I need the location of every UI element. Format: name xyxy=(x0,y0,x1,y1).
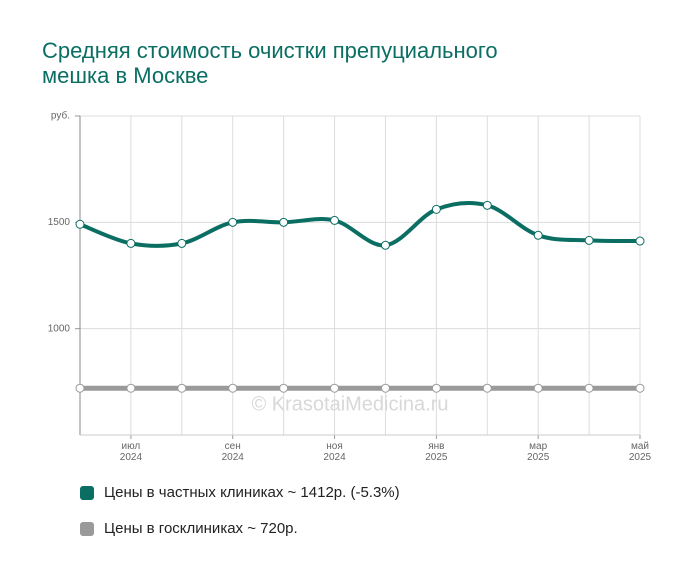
data-point xyxy=(75,383,85,393)
legend-label: Цены в госклиниках ~ 720р. xyxy=(104,520,298,537)
data-point xyxy=(380,240,390,250)
series-line xyxy=(79,200,641,248)
data-point xyxy=(482,383,492,393)
legend-label: Цены в частных клиниках ~ 1412р. (-5.3%) xyxy=(104,484,400,501)
data-point xyxy=(228,383,238,393)
x-tick-label: май 2025 xyxy=(629,441,652,463)
data-point xyxy=(431,383,441,393)
x-tick-label: мар 2025 xyxy=(527,441,550,463)
data-point xyxy=(431,204,441,214)
data-point xyxy=(75,219,85,229)
data-point xyxy=(177,238,187,248)
data-point xyxy=(584,235,594,245)
watermark: © KrasotaiMedicina.ru xyxy=(251,393,448,415)
x-tick-label: ноя 2024 xyxy=(323,441,346,463)
data-point xyxy=(228,217,238,227)
legend-swatch xyxy=(80,521,94,536)
x-tick-label: сен 2024 xyxy=(222,441,245,463)
data-point xyxy=(635,236,645,246)
data-point xyxy=(279,383,289,393)
data-point xyxy=(533,230,543,240)
y-tick-label: 1500 xyxy=(48,217,71,228)
data-point xyxy=(482,200,492,210)
data-point xyxy=(380,383,390,393)
x-tick-label: июл 2024 xyxy=(120,441,143,463)
chart: Средняя стоимость очистки препуциального… xyxy=(42,38,652,463)
legend-item: Цены в госклиниках ~ 720р. xyxy=(80,520,298,537)
legend-item: Цены в частных клиниках ~ 1412р. (-5.3%) xyxy=(80,484,400,501)
chart-title: мешка в Москве xyxy=(42,63,208,88)
data-point xyxy=(635,383,645,393)
legend-swatch xyxy=(80,485,94,500)
data-point xyxy=(126,383,136,393)
y-tick-label: 1000 xyxy=(48,323,71,334)
data-point xyxy=(177,383,187,393)
data-point xyxy=(330,383,340,393)
data-point xyxy=(330,215,340,225)
data-point xyxy=(533,383,543,393)
data-point xyxy=(584,383,594,393)
chart-title: Средняя стоимость очистки препуциального xyxy=(42,38,498,63)
data-point xyxy=(126,238,136,248)
x-tick-label: янв 2025 xyxy=(425,441,448,463)
y-tick-label: руб. xyxy=(51,110,70,122)
data-point xyxy=(279,217,289,227)
